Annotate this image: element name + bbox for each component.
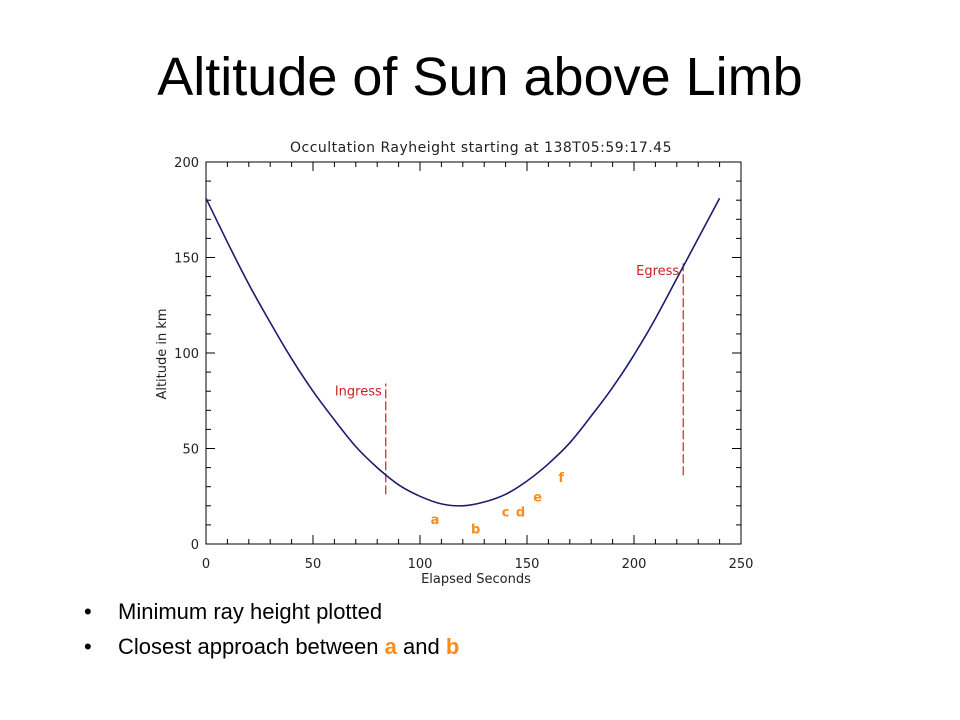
bullet-text: Minimum ray height plotted xyxy=(118,599,383,624)
point-marker-label: f xyxy=(558,471,564,486)
y-tick-label: 100 xyxy=(174,347,199,362)
event-label: Ingress xyxy=(335,385,382,400)
point-marker-label: c xyxy=(502,506,510,521)
highlight-a: a xyxy=(384,634,397,659)
x-tick-label: 150 xyxy=(515,557,540,572)
series-layer xyxy=(205,197,721,507)
point-marker-label: a xyxy=(431,513,440,528)
y-axis-label: Altitude in km xyxy=(155,308,170,399)
point-marker-label: e xyxy=(533,490,542,505)
y-ticks: 0 50 100 150 200 xyxy=(174,156,741,553)
x-tick-label: 50 xyxy=(305,557,322,572)
slide-title: Altitude of Sun above Limb xyxy=(157,47,803,107)
highlight-b: b xyxy=(445,634,460,659)
bullet-item: • Closest approach between a and b xyxy=(84,629,459,664)
x-ticks: 0 50 100 150 200 250 xyxy=(202,162,754,572)
event-lines: Ingress Egress xyxy=(335,263,684,495)
chart-title: Occultation Rayheight starting at 138T05… xyxy=(290,140,672,156)
bullet-glyph: • xyxy=(84,634,92,659)
y-tick-label: 200 xyxy=(174,156,199,171)
x-tick-label: 200 xyxy=(622,557,647,572)
bullet-item: • Minimum ray height plotted xyxy=(84,594,459,629)
plot-frame xyxy=(205,161,742,545)
bullet-list: • Minimum ray height plotted • Closest a… xyxy=(84,594,459,664)
x-tick-label: 100 xyxy=(408,557,433,572)
point-marker-label: b xyxy=(471,523,480,538)
x-tick-label: 250 xyxy=(729,557,754,572)
point-marker-label: d xyxy=(516,506,525,521)
y-tick-label: 50 xyxy=(182,443,199,458)
altitude-curve xyxy=(205,197,721,507)
y-tick-label: 0 xyxy=(191,538,199,553)
event-label: Egress xyxy=(636,264,679,279)
bullet-text-mid: and xyxy=(396,634,446,659)
y-tick-label: 150 xyxy=(174,252,199,267)
bullet-glyph: • xyxy=(84,599,92,624)
x-tick-label: 0 xyxy=(202,557,210,572)
marker-layer: a b c de f xyxy=(431,471,565,538)
bullet-text-pre: Closest approach between xyxy=(118,634,385,659)
x-axis-label: Elapsed Seconds xyxy=(421,572,531,587)
